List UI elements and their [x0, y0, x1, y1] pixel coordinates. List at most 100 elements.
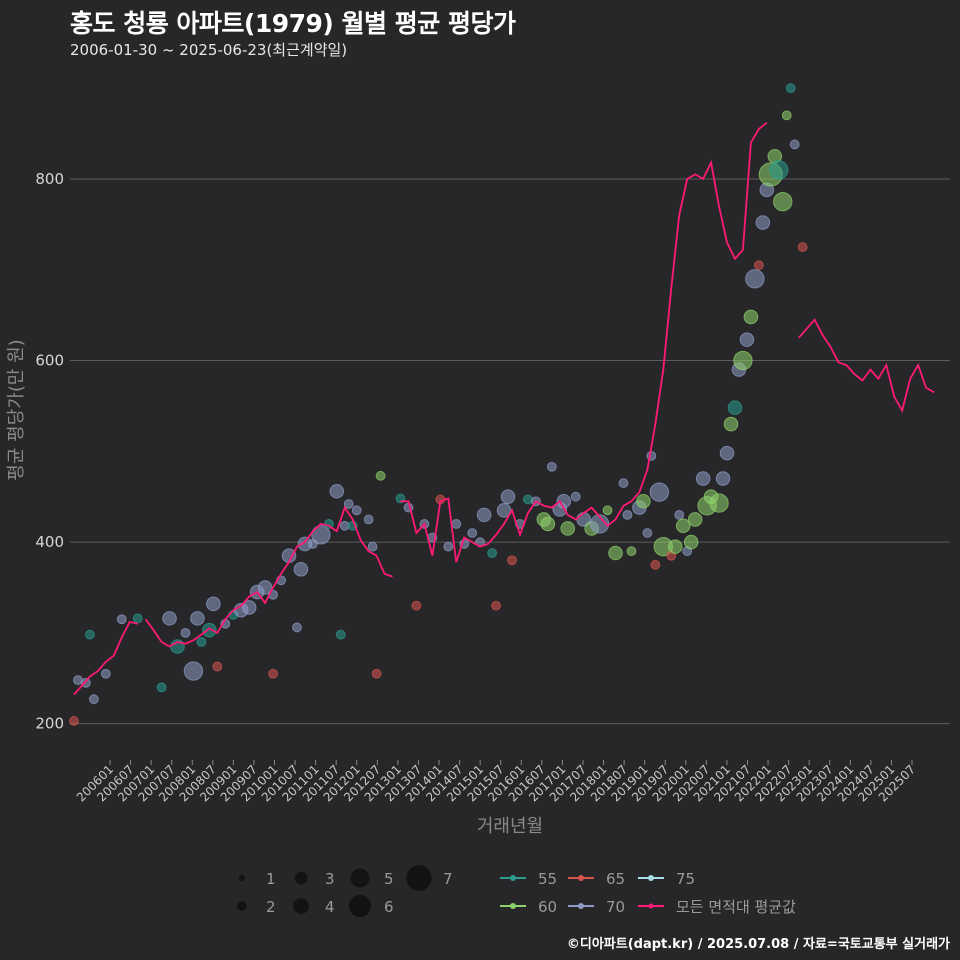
data-point: [602, 505, 613, 516]
data-point: [443, 541, 454, 552]
avg-legend-dot: [648, 903, 654, 909]
size-legend-dot: [350, 868, 370, 888]
data-point: [212, 661, 223, 672]
data-point: [467, 528, 478, 538]
data-point: [727, 400, 743, 416]
data-point: [81, 677, 91, 688]
data-point: [487, 548, 497, 558]
data-point: [618, 478, 629, 488]
data-point: [642, 528, 653, 538]
average-line: [73, 121, 935, 696]
area-legend-dot: [578, 875, 584, 881]
data-point: [500, 489, 516, 505]
avg-line-segment: [144, 505, 393, 648]
size-legend-dot: [238, 874, 246, 882]
area-legend-dot: [648, 875, 654, 881]
avg-line-segment: [400, 121, 768, 563]
data-point: [755, 215, 771, 230]
y-axis-label: 평균 평당가(만 원): [6, 339, 27, 480]
y-tick-label: 600: [35, 352, 64, 370]
y-tick-labels: 200 400 600 800: [35, 170, 64, 733]
data-point: [257, 580, 273, 595]
area-legend-label: 70: [606, 898, 625, 916]
data-point: [329, 483, 345, 499]
area-legend-label: 75: [676, 870, 695, 888]
data-point: [636, 493, 651, 509]
data-point: [608, 545, 623, 561]
area-legend-dot: [510, 875, 516, 881]
size-legend-dot: [406, 865, 432, 891]
data-point: [789, 139, 800, 150]
area-legend-label: 65: [606, 870, 625, 888]
data-point: [311, 525, 331, 545]
data-point: [650, 559, 661, 570]
data-point: [100, 668, 111, 679]
data-point: [476, 507, 492, 523]
data-point: [540, 516, 556, 532]
data-point: [546, 461, 557, 472]
size-legend-label: 1: [266, 870, 276, 888]
area-legend-dot: [578, 903, 584, 909]
data-point: [190, 611, 205, 626]
data-point: [743, 309, 759, 325]
data-point: [773, 191, 793, 212]
size-legend-label: 5: [384, 870, 394, 888]
chart-subtitle: 2006-01-30 ~ 2025-06-23(최근계약일): [70, 41, 348, 59]
data-point: [196, 637, 207, 647]
data-point: [292, 622, 302, 633]
y-tick-label: 400: [35, 533, 64, 551]
avg-legend-label: 모든 면적대 평균값: [676, 898, 796, 916]
data-point: [69, 716, 79, 726]
size-legend-label: 2: [266, 898, 276, 916]
data-point: [206, 596, 221, 612]
size-legend-dot: [293, 898, 309, 914]
data-point: [162, 611, 177, 626]
size-legend-label: 4: [325, 898, 335, 916]
x-tick-labels: 2006012006072007012007072008012008072009…: [74, 760, 918, 805]
data-point: [695, 471, 711, 486]
data-point: [745, 269, 765, 289]
data-point: [709, 493, 729, 513]
data-point: [570, 491, 581, 502]
data-point: [781, 110, 792, 121]
data-point: [335, 629, 346, 640]
data-point: [85, 629, 95, 640]
data-point: [116, 614, 127, 625]
data-point: [667, 539, 683, 554]
y-tick-label: 200: [35, 715, 64, 733]
data-point: [411, 600, 422, 611]
data-point: [371, 668, 382, 679]
data-point: [241, 600, 257, 615]
size-legend-dot: [348, 894, 372, 918]
data-point: [156, 682, 167, 693]
data-point: [293, 562, 309, 577]
data-point: [739, 332, 755, 347]
data-point: [367, 541, 378, 552]
size-legend-dot: [237, 901, 247, 911]
data-point: [719, 445, 735, 461]
data-point: [687, 512, 703, 527]
data-point: [622, 509, 633, 520]
data-point: [363, 514, 374, 525]
data-point: [683, 534, 699, 550]
data-point: [785, 83, 796, 94]
area-legend-label: 60: [538, 898, 557, 916]
size-legend-label: 7: [443, 870, 453, 888]
size-legend-label: 3: [325, 870, 335, 888]
size-legend: 1 2 3 4 5 6 7: [237, 865, 453, 918]
avg-line-segment: [73, 620, 138, 696]
data-point: [202, 622, 217, 638]
data-point: [343, 499, 354, 509]
data-point: [769, 160, 789, 180]
data-point: [351, 505, 362, 516]
area-legend-dot: [510, 903, 516, 909]
data-point: [674, 509, 685, 520]
data-point: [507, 555, 517, 566]
size-legend-label: 6: [384, 898, 394, 916]
data-point: [753, 260, 764, 271]
scatter-points: [69, 83, 808, 726]
data-point: [451, 519, 462, 529]
data-point: [375, 470, 386, 481]
credit-text: ©디아파트(dapt.kr) / 2025.07.08 / 자료=국토교통부 실…: [566, 937, 950, 952]
